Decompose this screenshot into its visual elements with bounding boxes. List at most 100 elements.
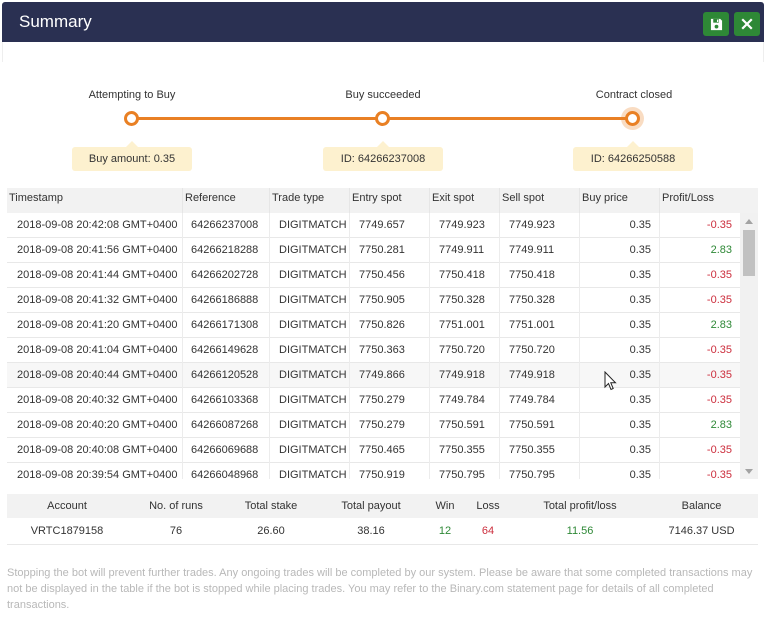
trades-scrollbar[interactable] (740, 213, 758, 479)
col-entry-spot[interactable]: Entry spot (350, 188, 430, 213)
cell-entry: 7750.919 (350, 463, 430, 479)
cell-timestamp: 2018-09-08 20:40:20 GMT+0400 (7, 413, 183, 438)
cell-pl: -0.35 (706, 469, 732, 479)
cell-exit: 7750.418 (430, 263, 500, 288)
cell-timestamp: 2018-09-08 20:40:44 GMT+0400 (7, 363, 183, 388)
step-node-contract-closed (625, 111, 640, 126)
scroll-down-arrow-icon[interactable] (740, 463, 758, 479)
close-button[interactable] (734, 12, 760, 36)
table-row[interactable]: 2018-09-08 20:41:44 GMT+0400 64266202728 D… (7, 263, 740, 288)
cell-reference: 64266120528 (183, 363, 270, 388)
cell-reference: 64266087268 (183, 413, 270, 438)
sum-loss: 64 (481, 525, 495, 537)
cell-type: DIGITMATCH (270, 413, 350, 438)
cell-buy: 0.35 (580, 338, 660, 363)
cell-reference: 64266237008 (183, 213, 270, 238)
floppy-disk-icon (710, 18, 722, 30)
cell-sell: 7749.911 (500, 238, 580, 263)
dialog-frame (2, 42, 764, 62)
cell-buy: 0.35 (580, 288, 660, 313)
cell-pl: -0.35 (706, 369, 732, 381)
sum-col-total-payout: Total payout (341, 500, 401, 512)
cell-timestamp: 2018-09-08 20:41:32 GMT+0400 (7, 288, 183, 313)
table-row[interactable]: 2018-09-08 20:42:08 GMT+0400 64266237008 D… (7, 213, 740, 238)
cell-type: DIGITMATCH (270, 263, 350, 288)
sum-col-win: Win (435, 500, 455, 512)
sum-win: 12 (438, 525, 452, 537)
cell-sell: 7750.418 (500, 263, 580, 288)
cell-reference: 64266048968 (183, 463, 270, 479)
cell-pl: 2.83 (710, 319, 732, 331)
cell-buy: 0.35 (580, 363, 660, 388)
sum-col-runs: No. of runs (149, 500, 203, 512)
page-title: Summary (19, 12, 92, 31)
cell-pl: -0.35 (706, 294, 732, 306)
cell-pl: -0.35 (706, 394, 732, 406)
cell-timestamp: 2018-09-08 20:40:08 GMT+0400 (7, 438, 183, 463)
scroll-up-arrow-icon[interactable] (740, 213, 758, 229)
cell-entry: 7750.826 (350, 313, 430, 338)
cell-timestamp: 2018-09-08 20:41:56 GMT+0400 (7, 238, 183, 263)
cell-entry: 7750.465 (350, 438, 430, 463)
save-button[interactable] (703, 12, 729, 36)
cell-timestamp: 2018-09-08 20:41:20 GMT+0400 (7, 313, 183, 338)
cell-entry: 7750.456 (350, 263, 430, 288)
cell-entry: 7750.905 (350, 288, 430, 313)
disclaimer-note: Stopping the bot will prevent further tr… (7, 567, 753, 611)
cell-pl: -0.35 (706, 444, 732, 456)
tip-contract-id: ID: 64266250588 (573, 141, 693, 171)
col-sell-spot[interactable]: Sell spot (500, 188, 580, 213)
cell-reference: 64266218288 (183, 238, 270, 263)
cell-type: DIGITMATCH (270, 363, 350, 388)
col-buy-price[interactable]: Buy price (580, 188, 660, 213)
cell-pl: -0.35 (706, 344, 732, 356)
col-timestamp[interactable]: Timestamp (7, 188, 183, 213)
cell-buy: 0.35 (580, 263, 660, 288)
col-trade-type[interactable]: Trade type (270, 188, 350, 213)
trades-table-header: Timestamp Reference Trade type Entry spo… (7, 188, 758, 213)
tip-buy-amount: Buy amount: 0.35 (72, 141, 192, 171)
cell-sell: 7749.923 (500, 213, 580, 238)
table-row[interactable]: 2018-09-08 20:40:44 GMT+0400 64266120528 D… (7, 363, 740, 388)
table-row[interactable]: 2018-09-08 20:40:32 GMT+0400 64266103368 D… (7, 388, 740, 413)
scrollbar-thumb[interactable] (743, 230, 755, 276)
cell-buy: 0.35 (580, 413, 660, 438)
col-profit-loss[interactable]: Profit/Loss (662, 192, 714, 204)
sum-col-balance: Balance (681, 500, 722, 512)
cell-sell: 7750.795 (500, 463, 580, 479)
col-reference[interactable]: Reference (183, 188, 270, 213)
table-row[interactable]: 2018-09-08 20:41:20 GMT+0400 64266171308 D… (7, 313, 740, 338)
cell-pl: -0.35 (706, 269, 732, 281)
cell-entry: 7750.363 (350, 338, 430, 363)
cell-exit: 7750.795 (430, 463, 500, 479)
step-node-buy-succeeded (375, 111, 390, 126)
table-row[interactable]: 2018-09-08 20:41:04 GMT+0400 64266149628 D… (7, 338, 740, 363)
table-row[interactable]: 2018-09-08 20:41:32 GMT+0400 64266186888 D… (7, 288, 740, 313)
mouse-pointer-icon (604, 371, 617, 391)
cell-type: DIGITMATCH (270, 438, 350, 463)
cell-exit: 7750.591 (430, 413, 500, 438)
cell-reference: 64266171308 (183, 313, 270, 338)
table-row[interactable]: 2018-09-08 20:41:56 GMT+0400 64266218288 D… (7, 238, 740, 263)
table-row[interactable]: 2018-09-08 20:40:08 GMT+0400 64266069688 D… (7, 438, 740, 463)
col-exit-spot[interactable]: Exit spot (430, 188, 500, 213)
table-row[interactable]: 2018-09-08 20:39:54 GMT+0400 64266048968 D… (7, 463, 740, 479)
cell-reference: 64266103368 (183, 388, 270, 413)
cell-timestamp: 2018-09-08 20:41:44 GMT+0400 (7, 263, 183, 288)
cell-buy: 0.35 (580, 213, 660, 238)
trades-table-body[interactable]: 2018-09-08 20:42:08 GMT+0400 64266237008 D… (7, 213, 740, 479)
cell-exit: 7750.720 (430, 338, 500, 363)
table-row[interactable]: 2018-09-08 20:40:20 GMT+0400 64266087268 D… (7, 413, 740, 438)
cell-sell: 7750.720 (500, 338, 580, 363)
cell-sell: 7749.784 (500, 388, 580, 413)
cell-buy: 0.35 (580, 388, 660, 413)
sum-account: VRTC1879158 (30, 525, 104, 537)
cell-exit: 7750.355 (430, 438, 500, 463)
sum-col-loss: Loss (476, 500, 500, 512)
step-node-attempting (124, 111, 139, 126)
sum-total-payout: 38.16 (357, 525, 385, 537)
cell-type: DIGITMATCH (270, 288, 350, 313)
sum-col-total-stake: Total stake (244, 500, 298, 512)
sum-total-profit-loss: 11.56 (566, 525, 594, 537)
cell-pl: 2.83 (710, 419, 732, 431)
